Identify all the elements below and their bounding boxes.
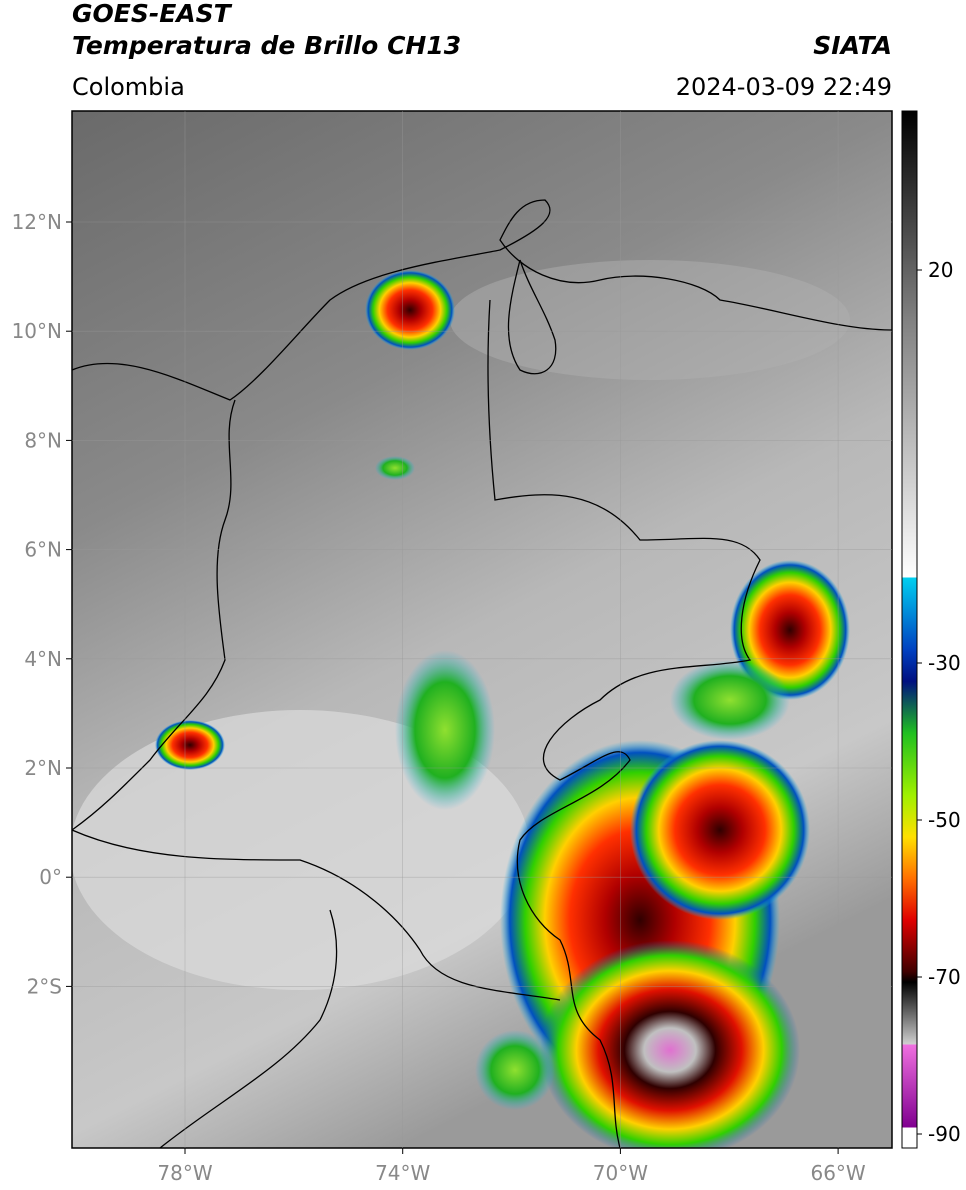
title: GOES-EAST (72, 0, 233, 28)
satellite-image (72, 111, 892, 1148)
colorbar-label: -30 (928, 651, 961, 675)
lat-label: 0° (39, 865, 62, 889)
lat-label: 4°N (24, 647, 62, 671)
region: Colombia (72, 73, 185, 101)
lon-label: 74°W (375, 1161, 430, 1185)
lat-label: 2°N (24, 756, 62, 780)
colorbar (901, 110, 918, 1149)
lon-label: 78°W (157, 1161, 212, 1185)
lat-label: 12°N (12, 210, 62, 234)
colorbar-label: -50 (928, 808, 961, 832)
colorbar-label: -70 (928, 965, 961, 989)
lon-label: 70°W (593, 1161, 648, 1185)
lat-label: 10°N (12, 319, 62, 343)
subtitle: Temperatura de Brillo CH13 (72, 31, 461, 60)
colorbar-label: -90 (928, 1122, 961, 1146)
lat-label: 2°S (27, 974, 62, 998)
source: SIATA (813, 31, 892, 60)
lat-label: 6°N (24, 538, 62, 562)
lat-label: 8°N (24, 428, 62, 452)
datetime: 2024-03-09 22:49 (676, 73, 892, 101)
colorbar-label: 20 (928, 258, 953, 282)
map-frame (71, 110, 893, 1149)
lon-label: 66°W (810, 1161, 865, 1185)
